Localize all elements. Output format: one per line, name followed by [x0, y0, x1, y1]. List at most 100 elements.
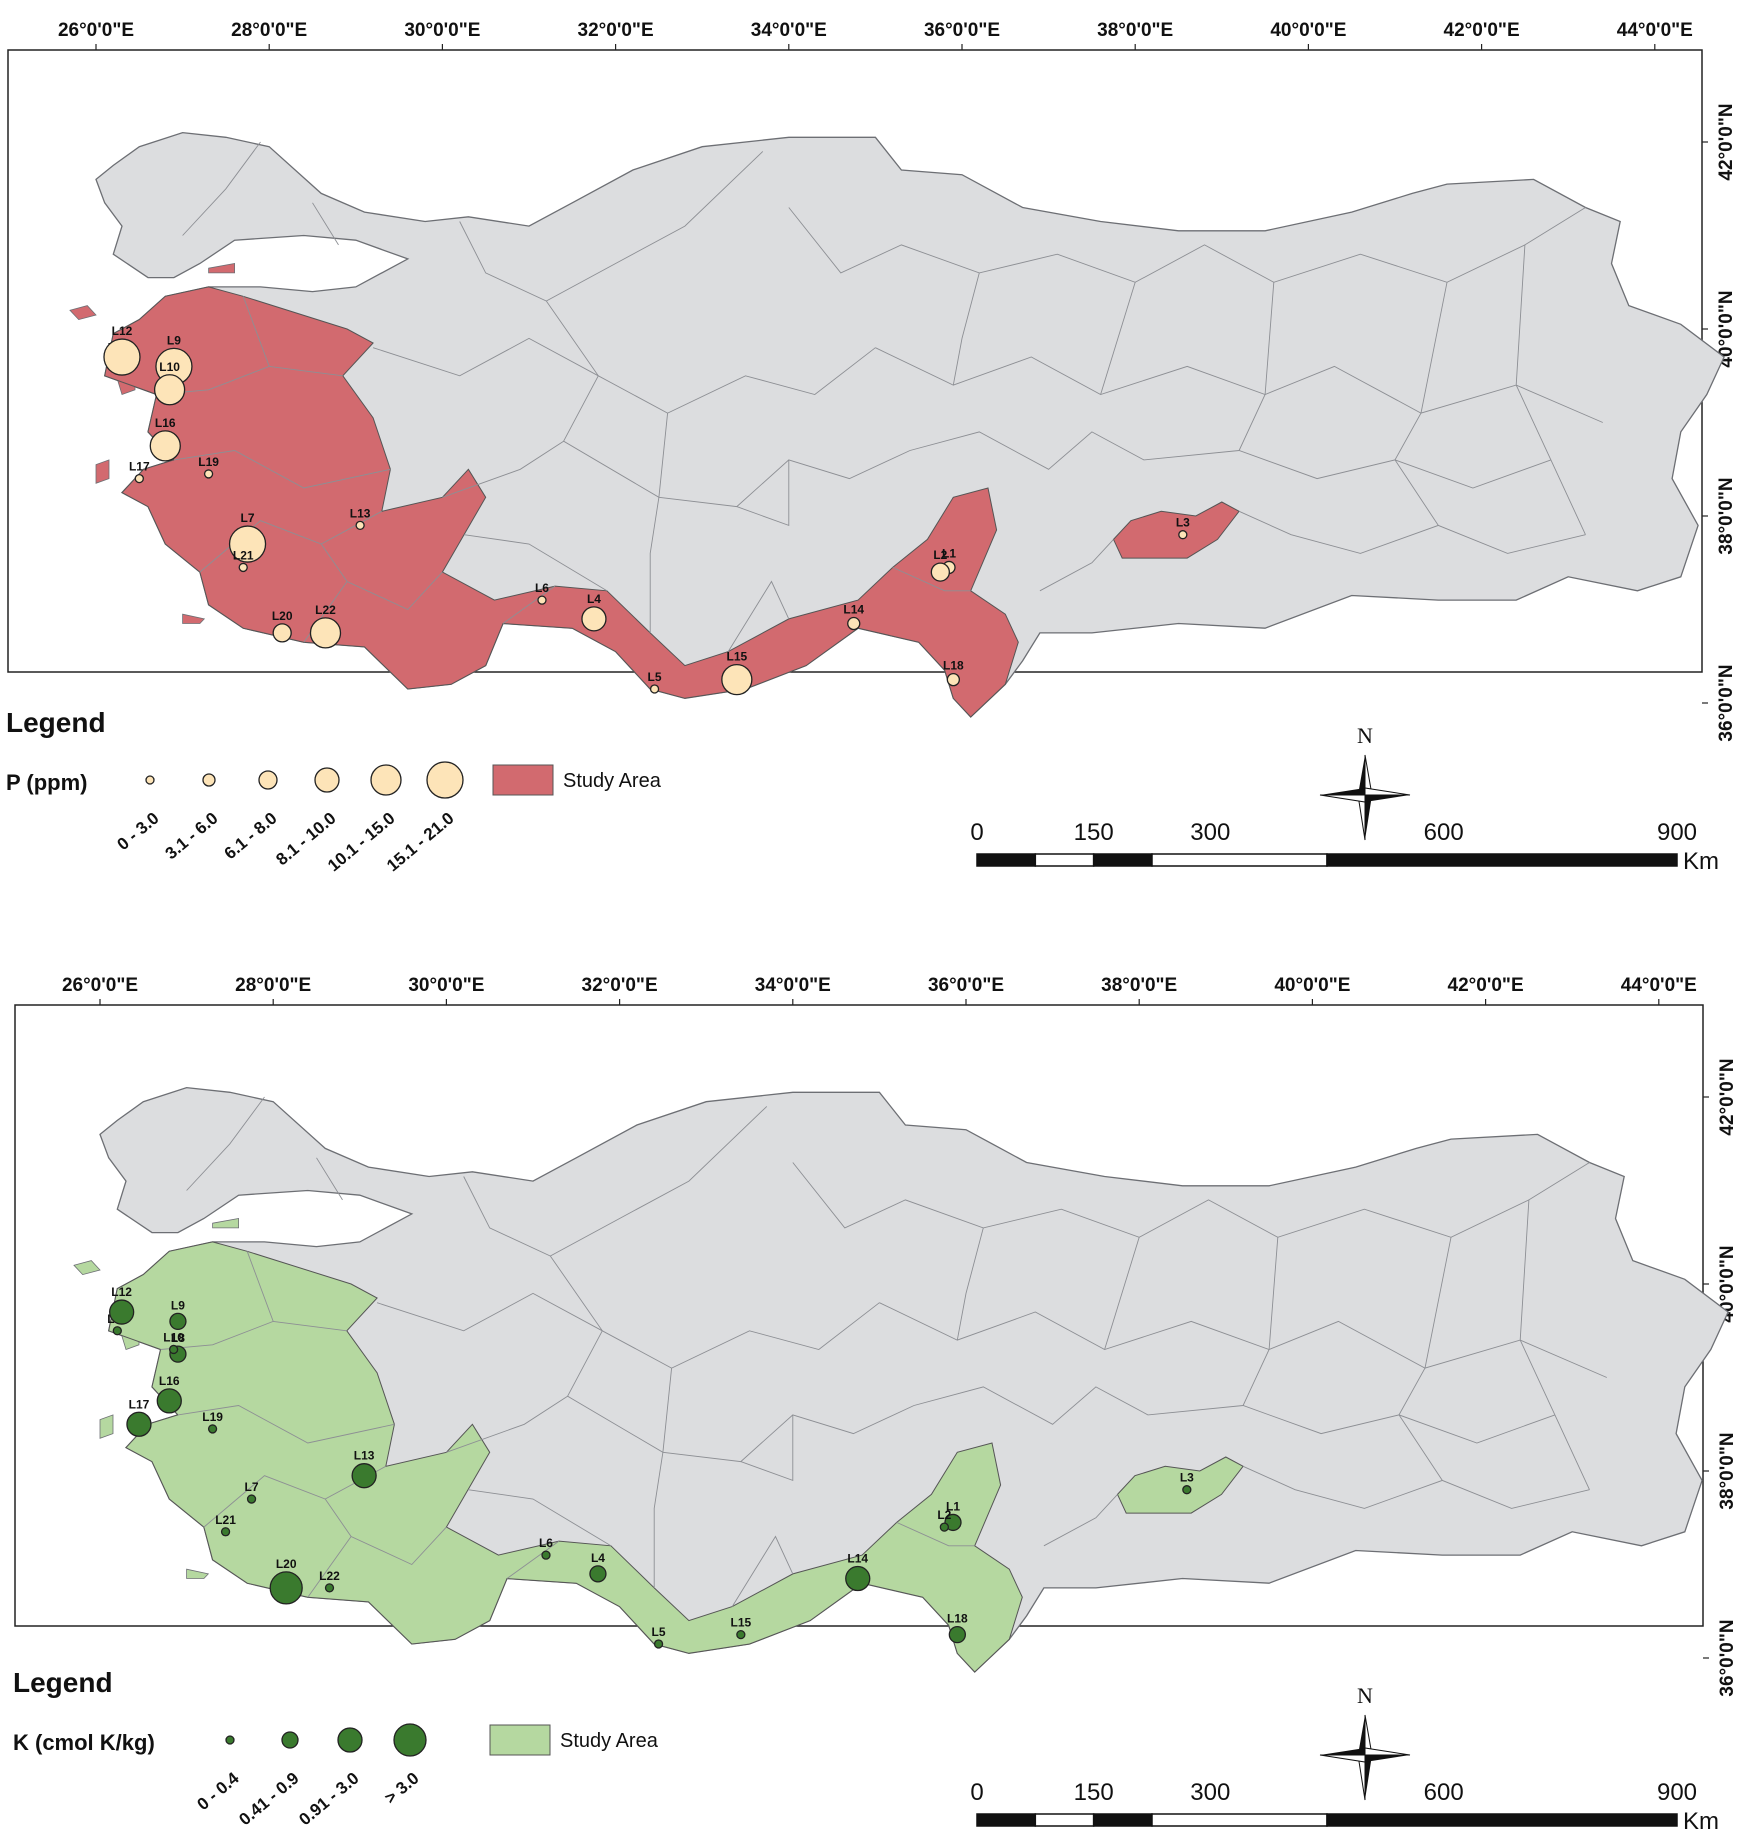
province-boundary [727, 580, 790, 652]
sample-label-l14: L14 [843, 603, 864, 617]
province-boundary [173, 450, 391, 489]
island [182, 613, 206, 624]
scale-segment [1151, 853, 1328, 867]
province-boundary [186, 1096, 265, 1191]
sample-point-l2 [930, 562, 950, 582]
sample-point-l20 [272, 623, 292, 643]
sample-point-l10 [168, 1344, 179, 1355]
sample-point-l22 [309, 617, 342, 649]
province-boundary [1515, 207, 1586, 535]
province-boundary [506, 1540, 560, 1579]
province-boundary [1519, 1162, 1590, 1490]
island [69, 305, 97, 321]
sample-point-l18 [948, 1625, 966, 1644]
sample-point-l14 [847, 616, 861, 631]
island [212, 1218, 240, 1229]
sample-label-l22: L22 [319, 1569, 340, 1583]
province-boundary [1242, 1237, 1279, 1406]
scale-segment [1034, 853, 1095, 867]
legend-class-label: 0.91 - 3.0 [295, 1769, 362, 1830]
lon-label: 30°0'0"E [404, 20, 480, 41]
sample-label-l4: L4 [591, 1551, 605, 1565]
lon-label: 40°0'0"E [1270, 20, 1346, 41]
sample-point-l4 [581, 606, 607, 632]
sample-label-l1: L1 [942, 546, 956, 560]
lat-label: 38°0'0"N [1717, 1432, 1738, 1509]
scale-label: 150 [1074, 819, 1114, 846]
sample-label-l7: L7 [245, 1480, 259, 1494]
north-arrow-shape [1358, 1715, 1365, 1755]
north-arrow-icon: N [1319, 723, 1411, 841]
sample-point-l13 [355, 520, 365, 530]
sample-label-l13: L13 [354, 1449, 375, 1463]
sample-label-l18: L18 [947, 1612, 968, 1626]
sample-point-l7 [228, 525, 267, 563]
sample-label-l2: L2 [937, 1508, 951, 1522]
legend-title: Legend [6, 707, 106, 738]
scale-unit: Km [1683, 1808, 1719, 1835]
lat-label: 40°0'0"N [1717, 1245, 1738, 1322]
province-boundary [1043, 1494, 1118, 1547]
north-label: N [1357, 1683, 1373, 1708]
scale-label: 0 [970, 1779, 983, 1806]
sample-label-l12: L12 [112, 324, 133, 338]
sample-label-l14: L14 [847, 1552, 868, 1566]
lon-label: 34°0'0"E [751, 20, 827, 41]
east-arrow-shape [1364, 1747, 1411, 1756]
sample-label-l10: L10 [163, 1330, 184, 1344]
island [208, 263, 236, 274]
scale-segment [1034, 1813, 1095, 1827]
north-label: N [1357, 723, 1373, 748]
province-boundary [549, 1255, 915, 1463]
sample-point-l7 [246, 1494, 257, 1504]
legend-symbol [314, 767, 340, 793]
scale-segment [1092, 853, 1153, 867]
province-boundary [740, 1414, 794, 1482]
sample-label-l5: L5 [652, 1625, 666, 1639]
lon-label: 30°0'0"E [408, 975, 484, 996]
scale-segment [1092, 1813, 1153, 1827]
lon-label: 42°0'0"E [1444, 20, 1520, 41]
legend-symbol [258, 770, 278, 790]
sample-label-l21: L21 [215, 1513, 236, 1527]
lat-label: 36°0'0"N [1716, 664, 1737, 741]
sample-point-l17 [134, 473, 144, 484]
lon-label: 28°0'0"E [235, 975, 311, 996]
lon-label: 34°0'0"E [755, 975, 831, 996]
legend-symbol [393, 1723, 427, 1757]
study-area-west [108, 1241, 1023, 1673]
legend-k: Legend K (cmol K/kg) 0 - 0.40.41 - 0.90.91… [13, 1667, 1719, 1835]
lon-label: 26°0'0"E [58, 20, 134, 41]
scale-segment [1326, 1813, 1678, 1827]
province-boundary [952, 272, 980, 386]
sample-point-l3 [1182, 1485, 1192, 1495]
province-boundary [662, 1368, 673, 1453]
province-boundary [1104, 1237, 1140, 1350]
province-boundary [182, 141, 261, 236]
sample-label-l20: L20 [272, 609, 293, 623]
province-boundary [909, 431, 1552, 489]
scale-label: 900 [1657, 1779, 1697, 1806]
sample-label-l16: L16 [159, 1374, 180, 1388]
sample-point-l20 [269, 1571, 303, 1605]
scale-label: 150 [1074, 1779, 1114, 1806]
island [99, 1414, 114, 1439]
sample-label-l5: L5 [648, 670, 662, 684]
province-boundary [875, 347, 1603, 423]
legend-symbol [337, 1727, 363, 1753]
island [186, 1568, 210, 1579]
scale-label: 900 [1657, 819, 1697, 846]
province-boundary [307, 1536, 352, 1598]
scale-unit: Km [1683, 848, 1719, 875]
map-panel-k: 26°0'0"E 28°0'0"E 30°0'0"E 32°0'0"E 34°0'0"E… [14, 975, 1738, 1697]
sample-label-l20: L20 [276, 1557, 297, 1571]
sample-label-l17: L17 [129, 460, 150, 474]
legend-class-label: > 3.0 [381, 1769, 423, 1808]
province-boundary [892, 566, 971, 592]
legend-variable: P (ppm) [6, 770, 87, 795]
province-boundary [312, 202, 339, 246]
sample-label-l22: L22 [315, 603, 336, 617]
east-arrow-shape [1364, 787, 1411, 796]
lon-label: 40°0'0"E [1274, 975, 1350, 996]
